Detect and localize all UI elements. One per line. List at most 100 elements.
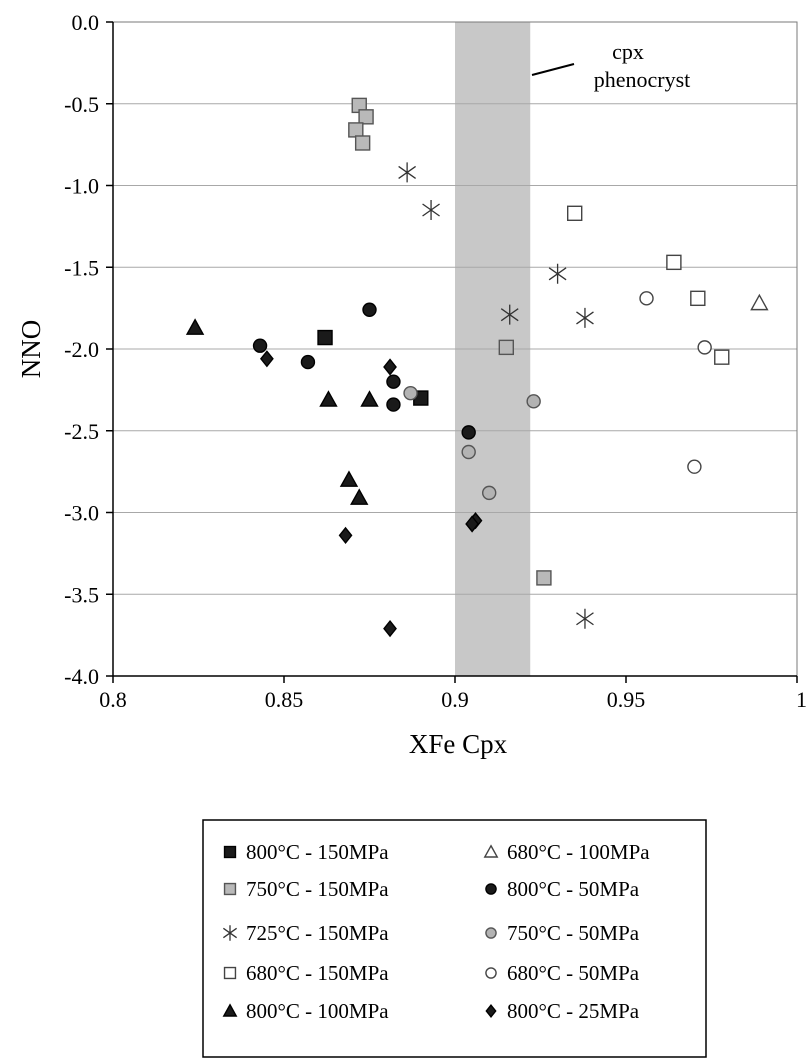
point-800c-100mpa-2 <box>360 390 379 407</box>
point-725c-150mpa-2 <box>500 304 519 325</box>
series-750c-150mpa <box>348 97 552 586</box>
legend-item-680c-100mpa: 680°C - 100MPa <box>483 840 650 864</box>
legend-item-800c-150mpa: 800°C - 150MPa <box>223 840 389 864</box>
legend-item-800c-25mpa: 800°C - 25MPa <box>485 999 640 1023</box>
point-800c-25mpa-1 <box>383 358 397 376</box>
point-680c-150mpa-2 <box>690 290 706 307</box>
point-725c-150mpa-0 <box>398 162 416 183</box>
point-800c-100mpa-1 <box>319 390 338 407</box>
point-750c-150mpa-3 <box>354 135 371 151</box>
point-680c-50mpa-1 <box>697 340 712 355</box>
point-750c-150mpa-4 <box>498 339 514 356</box>
point-800c-100mpa-0 <box>185 318 205 335</box>
annotation-leader-line <box>531 63 575 76</box>
legend-label-680c-150mpa: 680°C - 150MPa <box>246 961 389 985</box>
legend-label-800c-100mpa: 800°C - 100MPa <box>246 999 389 1023</box>
legend-label-680c-50mpa: 680°C - 50MPa <box>507 961 640 985</box>
series-680c-50mpa <box>639 291 712 474</box>
tick-labels: 0.0 -0.5 -1.0 -1.5 -2.0 -2.5 -3.0 -3.5 -4.00.8 0.… <box>64 10 807 712</box>
legend-item-750c-150mpa: 750°C - 150MPa <box>223 877 389 901</box>
series-680c-150mpa <box>567 205 730 365</box>
point-680c-150mpa-1 <box>666 254 682 271</box>
point-800c-50mpa-4 <box>386 397 401 412</box>
y-axis-title: NNO <box>16 320 46 379</box>
point-750c-50mpa-1 <box>526 394 541 409</box>
annotation-line-1: cpx <box>612 39 644 64</box>
legend-item-800c-50mpa: 800°C - 50MPa <box>485 877 640 901</box>
series-725c-150mpa <box>398 162 594 629</box>
series-800c-25mpa <box>260 350 483 638</box>
axes <box>106 21 798 683</box>
legend-marker-680c-100mpa <box>483 844 499 858</box>
data-points <box>185 97 769 638</box>
legend-marker-800c-150mpa <box>223 845 237 859</box>
point-800c-100mpa-4 <box>350 488 369 505</box>
legend-marker-680c-50mpa <box>485 967 497 979</box>
point-800c-25mpa-0 <box>260 350 274 368</box>
point-725c-150mpa-5 <box>576 608 594 629</box>
legend-label-680c-100mpa: 680°C - 100MPa <box>507 840 650 864</box>
legend-item-680c-150mpa: 680°C - 150MPa <box>223 961 389 985</box>
point-680c-50mpa-2 <box>687 459 702 474</box>
point-800c-150mpa-0 <box>317 329 333 346</box>
point-750c-150mpa-5 <box>536 570 552 586</box>
legend-item-800c-100mpa: 800°C - 100MPa <box>222 999 389 1023</box>
legend-label-750c-150mpa: 750°C - 150MPa <box>246 877 389 901</box>
legend-label-800c-25mpa: 800°C - 25MPa <box>507 999 640 1023</box>
point-800c-50mpa-2 <box>300 354 316 370</box>
legend: 800°C - 150MPa 680°C - 100MPa 750°C - 150M… <box>222 840 650 1023</box>
gridlines <box>113 103 797 595</box>
series-800c-50mpa <box>252 302 476 440</box>
x-tick-label-3: 0.95 <box>607 687 646 712</box>
legend-marker-800c-25mpa <box>485 1004 497 1018</box>
legend-marker-750c-150mpa <box>223 882 237 896</box>
point-800c-25mpa-4 <box>338 526 353 545</box>
point-800c-25mpa-5 <box>383 619 397 638</box>
series-750c-50mpa <box>403 385 541 501</box>
point-680c-150mpa-0 <box>567 205 583 221</box>
y-tick-label-7: -3.5 <box>64 582 99 607</box>
x-tick-label-2: 0.9 <box>441 687 469 712</box>
legend-marker-800c-100mpa <box>222 1003 238 1017</box>
point-800c-50mpa-5 <box>461 425 476 440</box>
point-800c-50mpa-0 <box>362 302 377 317</box>
legend-label-725c-150mpa: 725°C - 150MPa <box>246 921 389 945</box>
legend-box <box>202 819 707 1058</box>
legend-label-750c-50mpa: 750°C - 50MPa <box>507 921 640 945</box>
point-680c-100mpa-0 <box>750 293 769 311</box>
point-750c-50mpa-0 <box>403 385 418 401</box>
point-800c-100mpa-3 <box>339 470 359 487</box>
x-axis-title: XFe Cpx <box>409 729 508 759</box>
y-tick-label-8: -4.0 <box>64 664 99 689</box>
legend-marker-725c-150mpa <box>222 925 238 941</box>
legend-label-800c-50mpa: 800°C - 50MPa <box>507 877 640 901</box>
point-725c-150mpa-1 <box>422 200 440 221</box>
point-800c-50mpa-1 <box>252 338 268 353</box>
y-tick-label-1: -0.5 <box>64 92 99 117</box>
y-tick-label-6: -3.0 <box>64 501 99 526</box>
legend-label-800c-150mpa: 800°C - 150MPa <box>246 840 389 864</box>
point-750c-150mpa-1 <box>358 109 374 125</box>
annotation-line-2: phenocryst <box>594 67 691 92</box>
x-tick-label-0: 0.8 <box>99 687 127 712</box>
legend-item-725c-150mpa: 725°C - 150MPa <box>222 921 389 945</box>
point-750c-50mpa-2 <box>461 444 476 460</box>
point-800c-25mpa-3 <box>465 515 479 533</box>
point-750c-150mpa-2 <box>348 122 364 138</box>
series-680c-100mpa <box>750 293 769 311</box>
point-725c-150mpa-3 <box>548 263 567 284</box>
legend-item-680c-50mpa: 680°C - 50MPa <box>485 961 640 985</box>
legend-marker-800c-50mpa <box>485 883 497 895</box>
point-680c-150mpa-3 <box>714 349 730 365</box>
point-750c-50mpa-3 <box>482 485 497 501</box>
point-800c-50mpa-3 <box>386 374 401 389</box>
point-680c-50mpa-0 <box>639 291 654 306</box>
legend-item-750c-50mpa: 750°C - 50MPa <box>485 921 640 945</box>
series-800c-100mpa <box>185 318 379 505</box>
y-tick-label-0: 0.0 <box>72 10 100 35</box>
legend-marker-750c-50mpa <box>485 927 497 939</box>
point-725c-150mpa-4 <box>576 307 594 328</box>
y-tick-label-5: -2.5 <box>64 419 99 444</box>
y-tick-label-2: -1.0 <box>64 174 99 199</box>
